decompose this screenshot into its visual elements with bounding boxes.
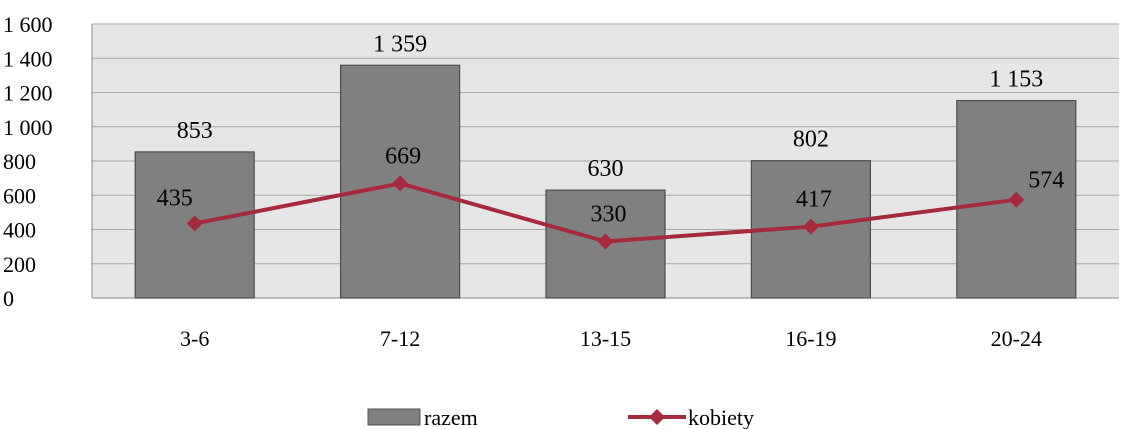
line-series-kobiety — [186, 175, 1025, 250]
line-data-label: 330 — [591, 201, 627, 227]
y-tick-label: 0 — [3, 286, 14, 311]
y-tick-label: 400 — [3, 218, 36, 243]
bar-data-label: 630 — [588, 156, 624, 182]
bar-data-label: 1 153 — [989, 67, 1043, 93]
x-tick-label: 3-6 — [180, 326, 209, 351]
legend-label-kobiety: kobiety — [688, 405, 754, 429]
y-tick-label: 1 000 — [3, 115, 53, 140]
line-data-label: 574 — [1028, 168, 1064, 194]
line-data-label: 435 — [157, 186, 193, 212]
y-tick-label: 1 600 — [3, 12, 53, 37]
x-axis: 3-6 7-12 13-15 16-19 20-24 — [180, 326, 1042, 351]
legend-swatch-razem — [367, 408, 421, 426]
bar-data-label: 802 — [793, 127, 829, 153]
line-data-label: 669 — [385, 143, 421, 169]
line-marker — [802, 218, 819, 235]
legend-label-razem: razem — [424, 405, 478, 429]
x-tick-label: 16-19 — [785, 326, 836, 351]
y-tick-label: 1 400 — [3, 46, 53, 71]
x-tick-label: 13-15 — [580, 326, 631, 351]
bar-series-razem — [134, 64, 1077, 299]
line-data-labels: 435 669 330 417 574 — [157, 143, 1065, 227]
legend-marker-kobiety — [649, 409, 665, 425]
legend: razem kobiety — [367, 405, 754, 429]
y-tick-label: 600 — [3, 183, 36, 208]
bar-data-label: 853 — [177, 118, 213, 144]
y-axis: 0 200 400 600 800 1 000 1 200 1 400 1 600 — [3, 12, 93, 311]
y-tick-label: 800 — [3, 149, 36, 174]
line-marker — [1008, 191, 1025, 208]
x-tick-label: 20-24 — [991, 326, 1042, 351]
bar-data-labels: 853 1 359 630 802 1 153 — [177, 31, 1044, 182]
x-tick-label: 7-12 — [380, 326, 420, 351]
bar-data-label: 1 359 — [373, 31, 427, 57]
line-marker — [597, 233, 614, 250]
line-marker — [186, 215, 203, 232]
y-tick-label: 200 — [3, 252, 36, 277]
line-data-label: 417 — [796, 187, 832, 213]
line-marker — [392, 175, 409, 192]
y-tick-label: 1 200 — [3, 81, 53, 106]
